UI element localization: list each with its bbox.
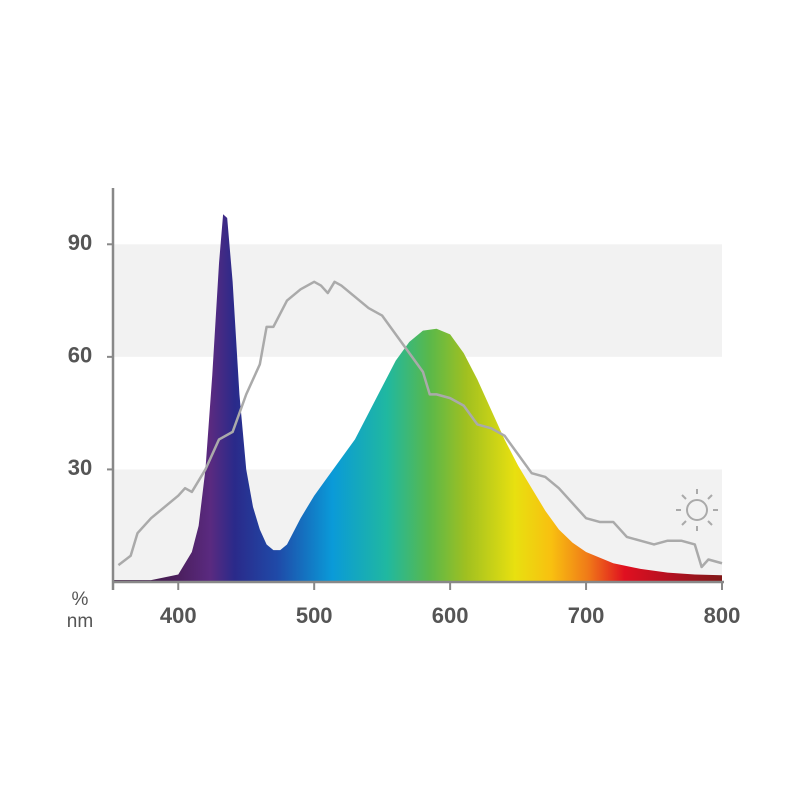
sun-icon bbox=[676, 489, 718, 531]
y-tick-label: 60 bbox=[68, 343, 92, 368]
x-tick-label: 600 bbox=[432, 603, 469, 628]
y-axis-label: % bbox=[72, 589, 89, 610]
x-tick-label: 400 bbox=[160, 603, 197, 628]
plot bbox=[113, 214, 723, 582]
x-tick-label: 700 bbox=[568, 603, 605, 628]
x-tick-label: 800 bbox=[704, 603, 741, 628]
x-axis-label: nm bbox=[67, 611, 93, 632]
y-tick-label: 30 bbox=[68, 455, 92, 480]
x-tick-label: 500 bbox=[296, 603, 333, 628]
spectrum-area bbox=[113, 214, 722, 582]
daylight-line bbox=[117, 280, 723, 569]
y-tick-label: 90 bbox=[68, 230, 92, 255]
